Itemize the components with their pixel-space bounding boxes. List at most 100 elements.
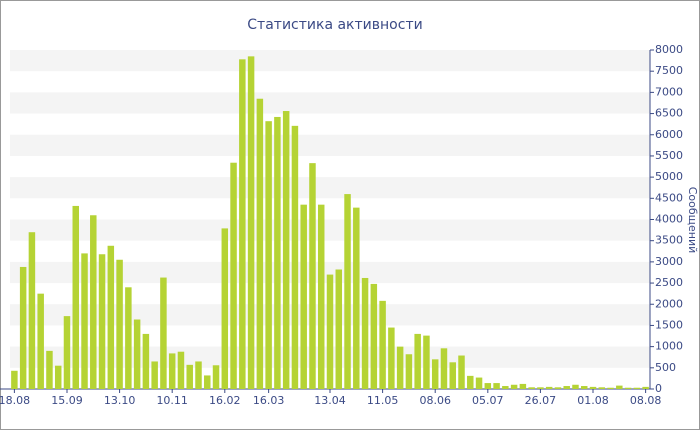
y-tick-label: 4500 bbox=[655, 191, 683, 204]
bar bbox=[519, 383, 527, 389]
bar bbox=[212, 365, 220, 389]
bar bbox=[467, 375, 474, 389]
x-tick-label: 15.09 bbox=[51, 394, 83, 407]
x-tick-label: 08.06 bbox=[419, 394, 451, 407]
bar bbox=[90, 215, 97, 389]
bar bbox=[151, 361, 158, 389]
bar bbox=[353, 207, 360, 389]
bar bbox=[221, 228, 229, 389]
x-tick-label: 08.08 bbox=[630, 394, 662, 407]
bar bbox=[11, 370, 18, 389]
grid-band bbox=[10, 219, 650, 241]
bar bbox=[396, 346, 404, 389]
bar bbox=[186, 364, 193, 389]
y-tick-label: 6500 bbox=[655, 107, 683, 120]
bar bbox=[107, 245, 115, 389]
bar bbox=[72, 205, 79, 389]
x-tick-label: 16.03 bbox=[253, 394, 285, 407]
x-tick-label: 26.07 bbox=[525, 394, 557, 407]
bar bbox=[125, 287, 132, 389]
bar bbox=[458, 355, 465, 389]
bar bbox=[291, 125, 299, 389]
bar bbox=[98, 254, 106, 389]
bar bbox=[177, 351, 185, 389]
y-tick-label: 1000 bbox=[655, 340, 683, 353]
bar bbox=[239, 59, 246, 389]
bar bbox=[317, 204, 325, 389]
bar bbox=[370, 283, 378, 389]
bar bbox=[230, 162, 237, 389]
bar bbox=[440, 348, 448, 389]
y-tick-label: 3500 bbox=[655, 234, 683, 247]
bar bbox=[502, 386, 509, 389]
bar bbox=[388, 327, 395, 389]
bar bbox=[379, 300, 386, 389]
bar bbox=[344, 194, 351, 389]
grid-band bbox=[10, 261, 650, 284]
y-tick-label: 5000 bbox=[655, 170, 683, 183]
y-tick-label: 7500 bbox=[655, 64, 683, 77]
x-tick-label: 18.08 bbox=[0, 394, 30, 407]
bar bbox=[54, 365, 62, 389]
bar bbox=[598, 387, 606, 389]
bar bbox=[19, 266, 27, 389]
bar bbox=[563, 386, 570, 389]
grid-bands bbox=[10, 50, 650, 368]
bar bbox=[484, 383, 492, 389]
bar bbox=[274, 116, 281, 389]
x-tick-label: 16.02 bbox=[209, 394, 241, 407]
bar bbox=[642, 386, 649, 389]
y-tick-label: 0 bbox=[655, 382, 662, 395]
y-tick-label: 1500 bbox=[655, 318, 683, 331]
x-tick-label: 05.07 bbox=[472, 394, 504, 407]
bar bbox=[624, 387, 632, 389]
y-tick-label: 5500 bbox=[655, 149, 683, 162]
bar bbox=[572, 384, 579, 389]
grid-band bbox=[10, 134, 650, 156]
bar bbox=[449, 362, 456, 389]
grid-band bbox=[10, 177, 650, 199]
bar bbox=[414, 333, 421, 389]
bar bbox=[195, 361, 202, 389]
bar bbox=[510, 384, 518, 389]
bar bbox=[309, 163, 316, 389]
bar bbox=[133, 319, 141, 389]
bar bbox=[46, 350, 53, 389]
bar bbox=[81, 253, 88, 389]
y-tick-label: 7000 bbox=[655, 85, 683, 98]
y-tick-label: 2500 bbox=[655, 276, 683, 289]
grid-band bbox=[10, 92, 650, 114]
x-tick-label: 13.04 bbox=[314, 394, 346, 407]
y-axis-label: Сообщений bbox=[686, 187, 699, 254]
bar bbox=[581, 386, 588, 389]
bar bbox=[142, 333, 150, 389]
bar bbox=[361, 277, 369, 389]
bar bbox=[300, 204, 307, 389]
bar bbox=[160, 277, 167, 389]
y-tick-label: 2000 bbox=[655, 297, 683, 310]
bar bbox=[475, 377, 483, 389]
x-tick-label: 13.10 bbox=[104, 394, 136, 407]
bar bbox=[326, 274, 334, 389]
y-tick-label: 6000 bbox=[655, 128, 683, 141]
bar bbox=[589, 386, 597, 389]
bar bbox=[247, 56, 255, 389]
x-tick-label: 10.11 bbox=[156, 394, 188, 407]
chart-title: Статистика активности bbox=[247, 17, 422, 33]
x-tick-label: 11.05 bbox=[367, 394, 399, 407]
bar bbox=[616, 385, 623, 389]
bar bbox=[335, 269, 343, 389]
bar bbox=[537, 387, 544, 389]
bar bbox=[37, 293, 44, 389]
x-tick-label: 01.08 bbox=[577, 394, 609, 407]
bar bbox=[256, 98, 264, 389]
bar bbox=[168, 353, 176, 389]
y-tick-label: 4000 bbox=[655, 213, 683, 226]
bar bbox=[63, 316, 71, 389]
bar bbox=[405, 354, 413, 389]
bar bbox=[282, 111, 290, 390]
bar bbox=[493, 383, 500, 389]
bar bbox=[545, 386, 553, 389]
y-tick-label: 3000 bbox=[655, 255, 683, 268]
